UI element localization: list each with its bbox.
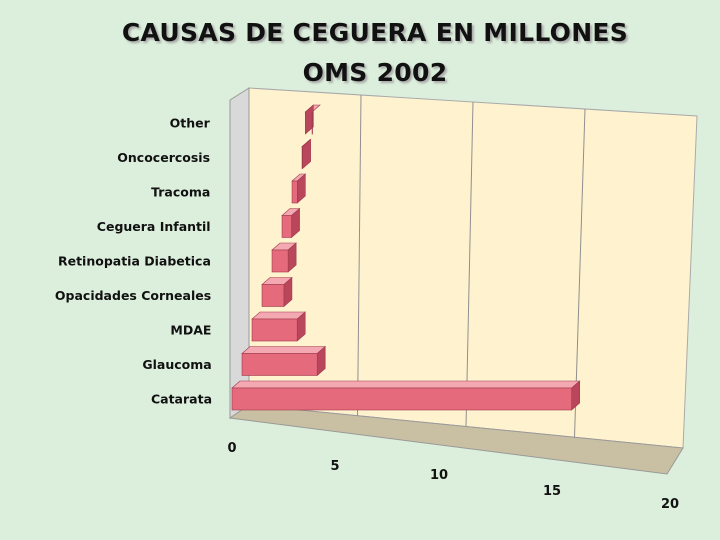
category-label-3: Opacidades Corneales [55,288,211,303]
category-label-2: MDAE [170,323,211,338]
bar-5 [281,207,301,239]
category-label-8: Other [170,116,211,131]
category-labels: Catarata Glaucoma MDAE Opacidades Corneales… [55,116,212,407]
gridline-5 [357,94,362,416]
bars [231,104,581,411]
x-tick-15: 15 [543,484,561,499]
category-label-4: Retinopatia Diabetica [58,254,211,269]
bar-7 [301,138,312,170]
bar-8 [304,104,321,135]
bar-3 [261,276,293,308]
x-tick-5: 5 [330,459,339,474]
bar-4 [271,242,297,273]
category-label-0: Catarata [151,392,212,407]
x-tick-20: 20 [661,497,679,512]
bar-0 [231,380,581,411]
category-label-1: Glaucoma [142,357,211,372]
chart-title: CAUSAS DE CEGUERA EN MILLONES [121,18,629,47]
bar-1 [241,345,327,377]
x-tick-0: 0 [227,441,236,456]
x-tick-labels: 0 5 10 15 20 [227,441,679,512]
category-label-5: Ceguera Infantil [97,219,211,234]
bar-2 [251,311,307,342]
x-tick-10: 10 [430,468,448,483]
gridline-10 [465,101,474,427]
bar-6 [291,173,307,204]
category-label-6: Tracoma [151,185,210,200]
category-label-7: Oncocercosis [117,150,210,165]
chart-subtitle: OMS 2002 [302,58,448,87]
